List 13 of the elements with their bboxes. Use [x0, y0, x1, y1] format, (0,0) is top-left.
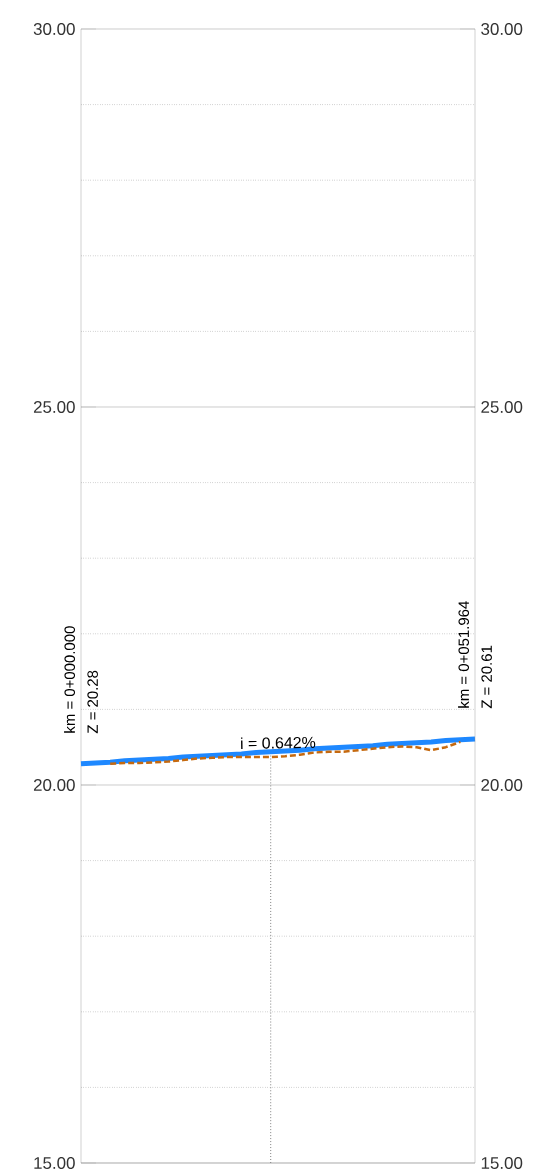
y-tick-label: 20.00 [33, 779, 75, 791]
y2-tick-label: 25.00 [481, 400, 523, 413]
text: Z = 20.61 [481, 645, 492, 709]
y-tick-label: 15.00 [34, 1157, 75, 1169]
y-tick-label: 30.00 [33, 22, 75, 35]
y2-tick-label: 15.00 [481, 1157, 523, 1169]
annotation: i = 0.642% [240, 736, 316, 749]
annotation: Z = 20.28 [87, 670, 98, 734]
text: km = 0+000.000 [64, 626, 76, 733]
y2-tick-label: 30.00 [481, 22, 523, 35]
y2-tick-label: 20.00 [481, 779, 523, 791]
annotation: km = 0+051.964 [458, 601, 470, 708]
y-tick-label: 25.00 [33, 400, 75, 413]
